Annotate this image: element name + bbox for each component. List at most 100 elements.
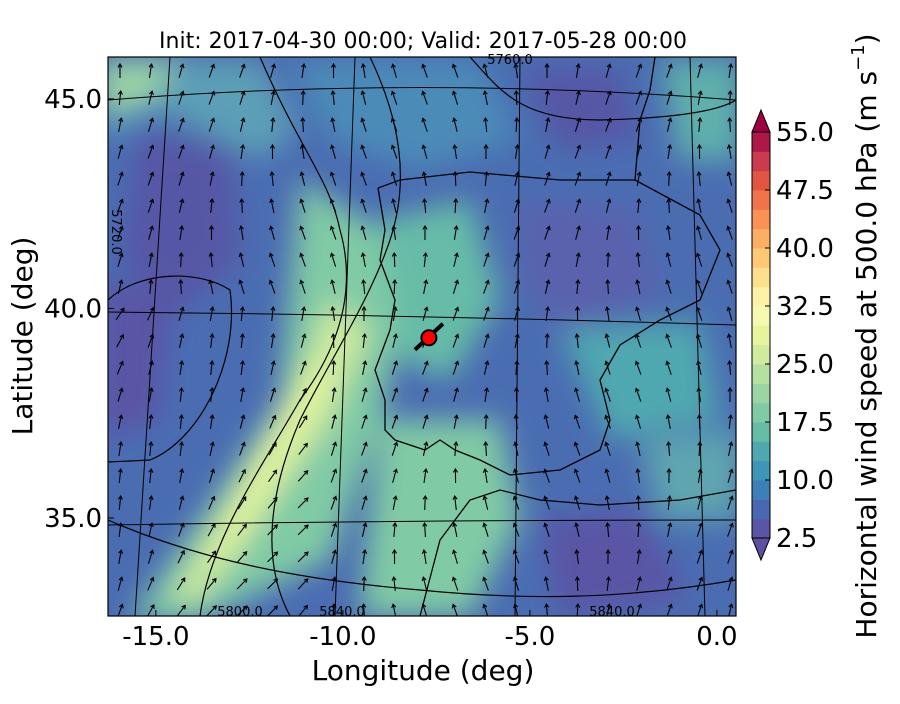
wind-arrow	[299, 252, 306, 267]
wind-arrow	[148, 413, 154, 430]
wind-arrow	[545, 117, 551, 132]
wind-arrow	[178, 440, 184, 457]
wind-arrow	[117, 494, 123, 511]
wind-arrow	[483, 440, 489, 457]
wind-arrow	[513, 198, 521, 213]
wind-arrow	[452, 494, 458, 511]
wind-arrow	[635, 117, 643, 132]
colorbar-band	[752, 325, 770, 346]
wind-arrow	[666, 90, 673, 105]
wind-arrow	[728, 63, 734, 79]
wind-arrow	[238, 468, 246, 483]
wind-arrow	[727, 386, 733, 403]
wind-arrow	[421, 63, 428, 78]
wind-arrow	[178, 386, 184, 403]
wind-arrow	[147, 171, 155, 186]
wind-arrow	[483, 116, 489, 133]
wind-arrow	[391, 575, 397, 592]
wind-arrow	[696, 198, 702, 213]
wind-arrow	[482, 63, 489, 78]
wind-arrow	[514, 144, 520, 159]
contour-label: 5800.0	[217, 605, 263, 620]
wind-arrow	[695, 279, 703, 294]
wind-arrow	[208, 63, 216, 78]
wind-arrow	[452, 144, 458, 160]
wind-arrow	[421, 171, 427, 186]
wind-arrow	[391, 548, 397, 565]
wind-arrow	[605, 90, 612, 105]
wind-arrow	[179, 468, 185, 483]
wind-arrow	[331, 576, 337, 591]
y-axis-label: Latitude (deg)	[6, 237, 39, 436]
wind-arrow	[209, 332, 215, 349]
wind-arrow	[299, 171, 306, 186]
wind-arrow	[297, 497, 309, 509]
wind-arrow	[574, 549, 580, 565]
wind-arrow	[270, 360, 276, 375]
wind-arrow	[118, 441, 124, 457]
wind-arrow	[605, 548, 611, 565]
wind-arrow	[726, 306, 733, 321]
wind-arrow	[544, 198, 551, 213]
wind-arrow	[544, 252, 551, 267]
wind-arrow	[360, 198, 367, 213]
wind-arrow	[543, 468, 550, 483]
y-tick-label: 35.0	[44, 504, 102, 534]
wind-arrow	[330, 144, 336, 159]
wind-arrow	[636, 521, 642, 538]
wind-arrow	[727, 522, 734, 537]
wind-arrow	[179, 333, 185, 348]
wind-arrow	[452, 360, 460, 375]
wind-arrow	[301, 63, 307, 79]
wind-arrow	[208, 468, 216, 483]
wind-arrow	[392, 306, 398, 321]
wind-arrow	[117, 576, 124, 591]
wind-arrow	[147, 603, 155, 616]
wind-arrow	[300, 116, 306, 133]
wind-arrow	[482, 468, 488, 483]
colorbar-tick-label: 32.5	[776, 292, 834, 322]
wind-arrow	[636, 576, 642, 591]
wind-arrow	[666, 117, 673, 132]
wind-arrow	[512, 495, 520, 510]
colorbar-tick-label: 55.0	[776, 118, 834, 148]
wind-arrow	[330, 62, 337, 79]
wind-arrow	[695, 333, 703, 348]
wind-arrow	[606, 225, 612, 241]
wind-arrow	[696, 170, 702, 187]
colorbar-band	[752, 228, 770, 249]
wind-arrow	[574, 522, 580, 537]
wind-arrow	[575, 63, 581, 78]
wind-arrow	[697, 90, 703, 105]
colorbar-band	[752, 286, 770, 307]
wind-arrow	[269, 198, 275, 213]
wind-arrow	[330, 279, 336, 294]
wind-arrow	[147, 576, 155, 591]
wind-arrow	[177, 549, 185, 564]
wind-arrow	[667, 144, 673, 160]
wind-arrow	[452, 306, 460, 321]
wind-arrow	[391, 63, 397, 78]
wind-arrow	[575, 90, 581, 105]
wind-arrow	[636, 144, 642, 159]
wind-arrow	[270, 333, 276, 349]
wind-arrow	[267, 578, 279, 590]
wind-arrow	[176, 577, 186, 591]
wind-arrow	[421, 144, 428, 159]
wind-arrow	[604, 495, 610, 510]
wind-arrow	[148, 522, 154, 537]
wind-arrow	[634, 360, 642, 375]
wind-arrow	[269, 170, 275, 187]
colorbar-band	[752, 306, 770, 326]
wind-arrow	[697, 468, 703, 483]
wind-arrow	[117, 279, 124, 294]
wind-arrow	[148, 225, 154, 240]
wind-arrow	[298, 442, 308, 455]
colorbar-tick-label: 2.5	[776, 524, 817, 554]
wind-arrow	[451, 576, 459, 591]
colorbar-band	[752, 441, 770, 462]
wind-arrow	[148, 278, 154, 295]
wind-arrow	[453, 440, 459, 457]
wind-arrow	[544, 144, 551, 159]
wind-arrow	[238, 225, 244, 241]
